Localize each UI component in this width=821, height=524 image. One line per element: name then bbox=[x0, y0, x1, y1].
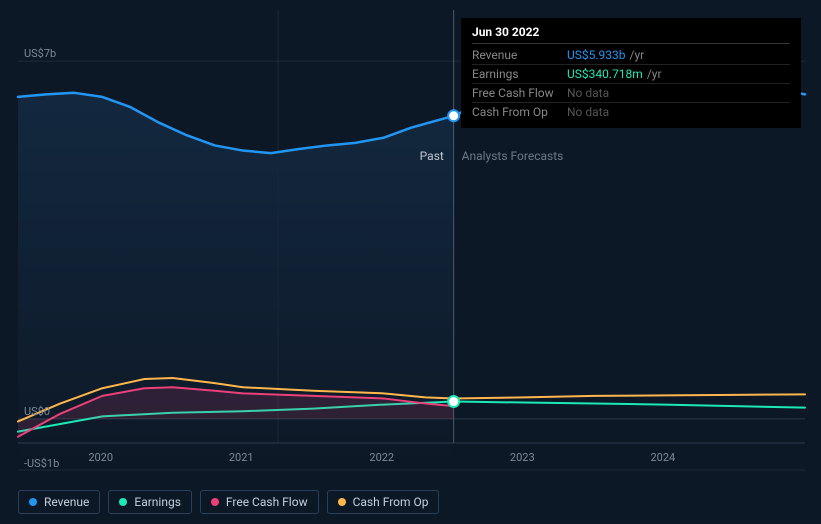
tooltip-row-label: Earnings bbox=[472, 67, 567, 81]
tooltip-row: EarningsUS$340.718m/yr bbox=[472, 65, 790, 84]
x-axis-label: 2021 bbox=[229, 451, 254, 464]
x-axis-label: 2020 bbox=[88, 451, 113, 464]
hover-marker-revenue bbox=[448, 110, 459, 121]
past-region-label: Past bbox=[420, 149, 444, 163]
x-axis-label: 2023 bbox=[510, 451, 535, 464]
legend-label: Revenue bbox=[44, 495, 89, 509]
chart-tooltip: Jun 30 2022 RevenueUS$5.933b/yrEarningsU… bbox=[461, 18, 801, 128]
tooltip-row-suffix: /yr bbox=[630, 48, 645, 62]
forecast-region-label: Analysts Forecasts bbox=[462, 149, 564, 163]
legend-item-earnings[interactable]: Earnings bbox=[108, 490, 192, 514]
legend-dot bbox=[338, 498, 346, 506]
legend-item-cfo[interactable]: Cash From Op bbox=[327, 490, 440, 514]
legend-item-revenue[interactable]: Revenue bbox=[18, 490, 100, 514]
tooltip-row-value: US$5.933b bbox=[567, 48, 626, 62]
legend-label: Cash From Op bbox=[353, 495, 429, 509]
x-axis-label: 2022 bbox=[369, 451, 394, 464]
legend-dot bbox=[29, 498, 37, 506]
y-axis-label: US$0 bbox=[24, 405, 50, 418]
y-axis-label: -US$1b bbox=[24, 457, 59, 470]
legend-label: Earnings bbox=[134, 495, 181, 509]
legend-item-fcf[interactable]: Free Cash Flow bbox=[200, 490, 319, 514]
tooltip-row-value: US$340.718m bbox=[567, 67, 643, 81]
tooltip-row: RevenueUS$5.933b/yr bbox=[472, 46, 790, 65]
x-axis-label: 2024 bbox=[650, 451, 675, 464]
tooltip-row-label: Free Cash Flow bbox=[472, 86, 567, 100]
tooltip-row-label: Revenue bbox=[472, 48, 567, 62]
tooltip-row: Free Cash FlowNo data bbox=[472, 84, 790, 103]
chart-legend: Revenue Earnings Free Cash Flow Cash From O… bbox=[18, 490, 439, 514]
hover-marker-earnings bbox=[448, 396, 459, 407]
tooltip-row-value: No data bbox=[567, 105, 609, 119]
tooltip-row: Cash From OpNo data bbox=[472, 103, 790, 121]
tooltip-title: Jun 30 2022 bbox=[472, 25, 790, 44]
legend-dot bbox=[211, 498, 219, 506]
tooltip-row-suffix: /yr bbox=[647, 67, 662, 81]
tooltip-row-value: No data bbox=[567, 86, 609, 100]
tooltip-row-label: Cash From Op bbox=[472, 105, 567, 119]
legend-label: Free Cash Flow bbox=[226, 495, 308, 509]
y-axis-label: US$7b bbox=[24, 47, 56, 60]
legend-dot bbox=[119, 498, 127, 506]
